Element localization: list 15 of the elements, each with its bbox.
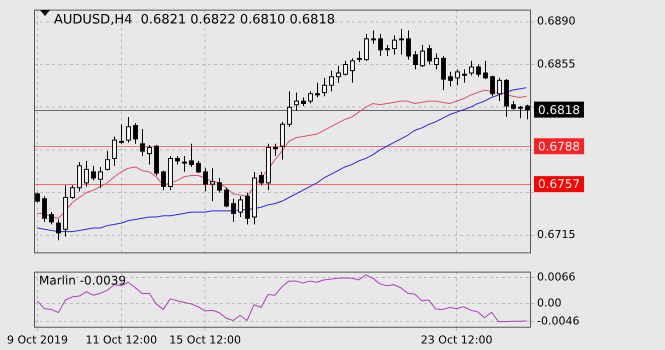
y-tick-label: 0.0066 (537, 270, 576, 284)
ref-line-label: 0.6818 (538, 102, 580, 117)
y-tick-label: 0.6890 (537, 14, 576, 28)
ref-line-label: 0.6757 (538, 177, 580, 192)
chart-title: AUDUSD,H4 0.6821 0.6822 0.6810 0.6818 (54, 12, 335, 28)
y-tick-label: 0.6715 (537, 228, 576, 242)
x-tick-label: 9 Oct 2019 (6, 333, 68, 346)
y-tick-label: -0.0046 (537, 314, 580, 328)
chart-title: Marlin -0.0039 (39, 274, 126, 288)
x-tick-label: 11 Oct 12:00 (85, 333, 158, 346)
ref-line-label: 0.6788 (538, 139, 580, 154)
y-tick-label: 0.00 (537, 296, 562, 310)
y-tick-label: 0.6855 (537, 57, 576, 70)
x-tick-label: 15 Oct 12:00 (169, 333, 242, 346)
x-tick-label: 23 Oct 12:00 (420, 333, 493, 346)
